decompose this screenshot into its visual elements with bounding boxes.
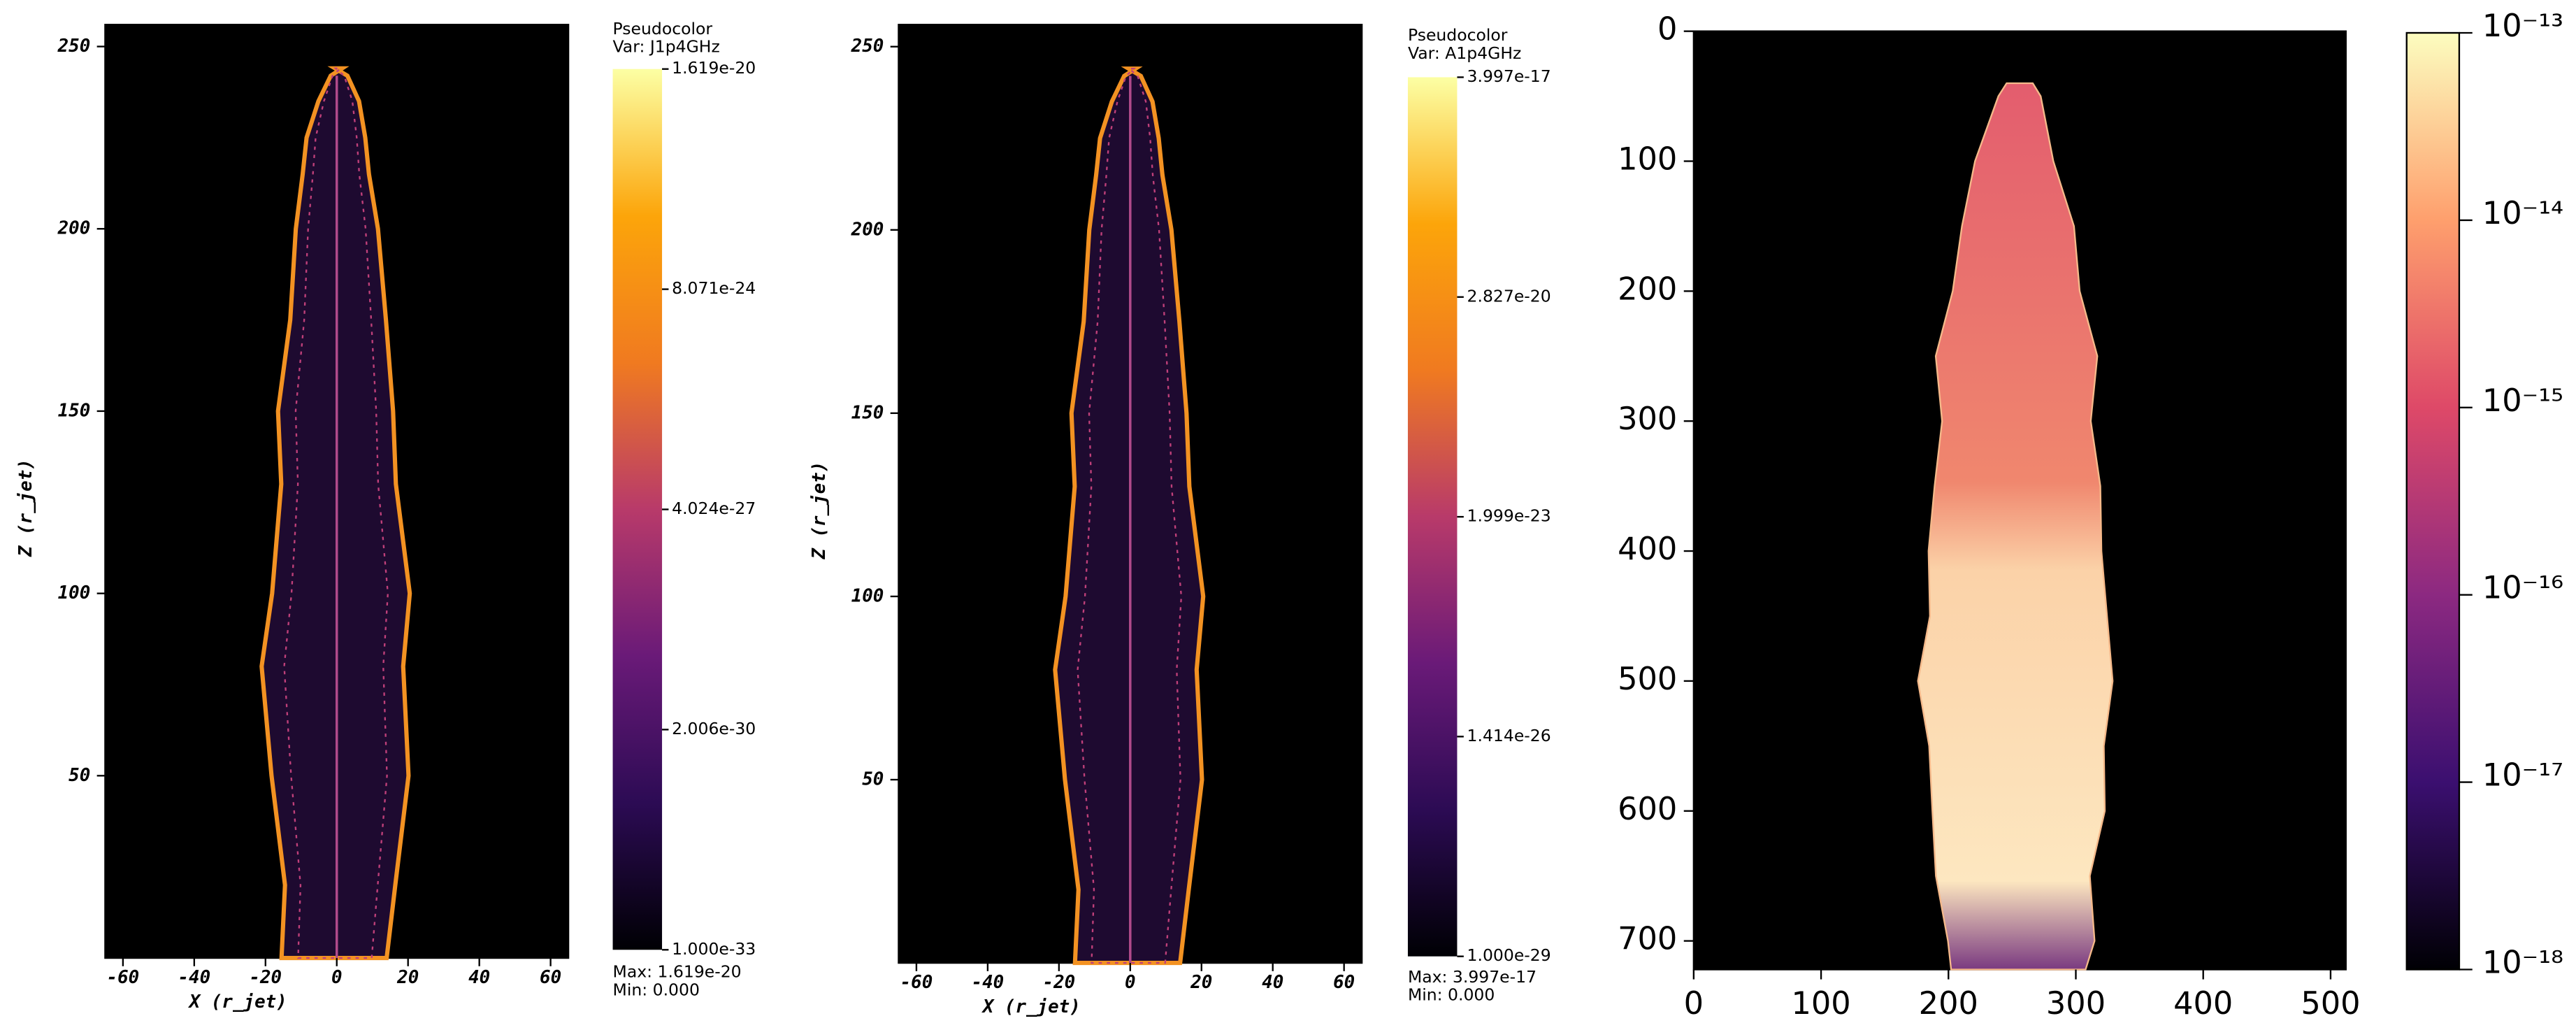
colorbar-tick-label: 2.827e-20	[1467, 286, 1551, 306]
colorbar-tick-label: 1.414e-26	[1467, 726, 1551, 745]
x-axis-label: X (r_jet)	[188, 992, 287, 1013]
colorbar-variable: Var: A1p4GHz	[1408, 43, 1521, 63]
colorbar-tick-label: 8.071e-24	[672, 278, 756, 298]
y-tick-label: 50	[862, 769, 884, 790]
x-tick-label: -40	[972, 972, 1005, 993]
x-tick-label: -60	[107, 967, 140, 988]
x-tick-label: 60	[1333, 972, 1355, 993]
y-tick-label: 200	[851, 219, 884, 240]
colorbar-title: Pseudocolor	[613, 19, 713, 38]
y-tick-label: 100	[58, 582, 91, 603]
colorbar-tick-label: 2.006e-30	[672, 719, 756, 738]
max-label: Max: 1.619e-20	[613, 962, 742, 982]
y-tick-label: 200	[1618, 271, 1677, 307]
x-tick-label: 300	[2046, 985, 2106, 1022]
colorbar	[2405, 31, 2461, 971]
colorbar-tick-label: 10⁻¹⁷	[2482, 757, 2563, 794]
colorbar-tick-label: 4.024e-27	[672, 499, 756, 518]
y-tick-label: 100	[851, 585, 884, 606]
x-tick-label: 200	[1919, 985, 1978, 1022]
y-tick-label: 50	[69, 765, 90, 786]
y-tick-label: 700	[1618, 921, 1677, 957]
y-tick-label: 250	[851, 36, 884, 57]
x-tick-label: 100	[1791, 985, 1850, 1022]
jet-inner	[1077, 67, 1183, 964]
colorbar-tick-label: 10⁻¹⁵	[2482, 382, 2563, 419]
y-axis-label: Z (r_jet)	[15, 459, 36, 557]
colorbar-tick-label: 10⁻¹⁶	[2482, 570, 2563, 606]
min-label: Min: 0.000	[613, 980, 700, 1000]
y-tick-label: 150	[58, 400, 91, 421]
y-tick-label: 500	[1618, 661, 1677, 697]
colorbar	[612, 69, 663, 950]
x-tick-label: 0	[331, 967, 343, 988]
colorbar-tick-label: 10⁻¹⁸	[2482, 944, 2563, 980]
x-tick-label: 20	[396, 967, 419, 988]
plume	[1917, 82, 2114, 971]
x-tick-label: -20	[1043, 972, 1076, 993]
colorbar-variable: Var: J1p4GHz	[613, 37, 720, 57]
y-tick-label: 0	[1657, 11, 1677, 48]
x-tick-label: -40	[178, 967, 211, 988]
colorbar-tick-label: 10⁻¹⁴	[2482, 195, 2563, 231]
x-tick-label: 40	[1262, 972, 1283, 993]
jet-inner	[283, 67, 389, 959]
colorbar	[1407, 77, 1458, 957]
colorbar-tick-label: 1.000e-33	[672, 939, 756, 959]
y-axis-label: Z (r_jet)	[809, 462, 830, 560]
y-tick-label: 600	[1618, 791, 1677, 827]
y-tick-label: 200	[57, 218, 91, 239]
colorbar-tick-label: 1.619e-20	[672, 58, 756, 78]
x-tick-label: -20	[249, 967, 282, 988]
x-axis-label: X (r_jet)	[981, 996, 1081, 1017]
y-tick-label: 250	[57, 36, 91, 57]
y-tick-label: 400	[1618, 531, 1677, 567]
x-tick-label: 500	[2301, 985, 2360, 1022]
x-tick-label: 20	[1190, 972, 1212, 993]
colorbar-title: Pseudocolor	[1408, 25, 1508, 45]
colorbar-tick-label: 3.997e-17	[1467, 66, 1551, 86]
min-label: Min: 0.000	[1408, 985, 1495, 1005]
x-tick-label: 0	[1684, 985, 1704, 1022]
y-tick-label: 300	[1618, 401, 1677, 437]
y-tick-label: 100	[1618, 141, 1677, 178]
colorbar-tick-label: 10⁻¹³	[2482, 8, 2563, 44]
x-tick-label: 0	[1125, 972, 1136, 993]
colorbar-tick-label: 1.000e-29	[1467, 945, 1551, 965]
x-tick-label: -60	[900, 972, 933, 993]
colorbar-tick-label: 1.999e-23	[1467, 506, 1551, 526]
x-tick-label: 400	[2173, 985, 2233, 1022]
max-label: Max: 3.997e-17	[1408, 967, 1537, 987]
y-tick-label: 150	[851, 402, 884, 423]
x-tick-label: 40	[468, 967, 490, 988]
x-tick-label: 60	[540, 967, 561, 988]
